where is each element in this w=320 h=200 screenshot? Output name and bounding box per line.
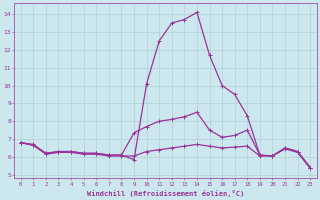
- X-axis label: Windchill (Refroidissement éolien,°C): Windchill (Refroidissement éolien,°C): [87, 190, 244, 197]
